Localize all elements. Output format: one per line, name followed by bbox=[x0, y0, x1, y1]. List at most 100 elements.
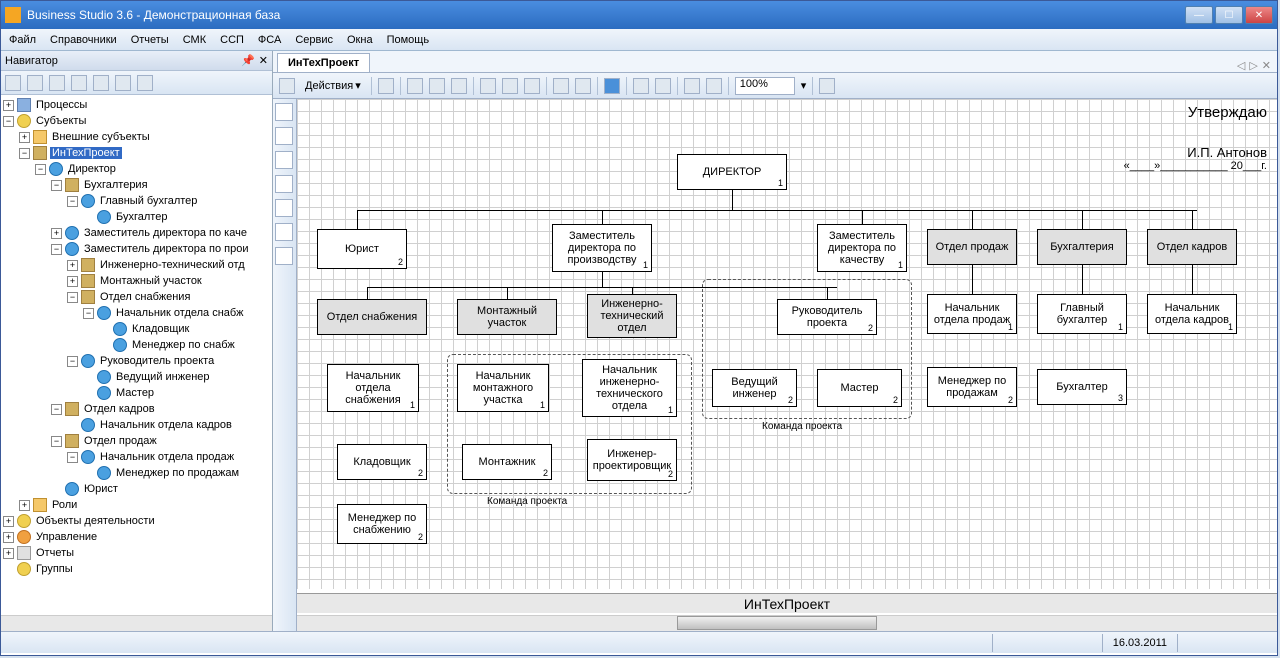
tree-director[interactable]: −Директор bbox=[1, 161, 272, 177]
tb-6[interactable] bbox=[480, 78, 496, 94]
box-acc[interactable]: Бухгалтер3 bbox=[1037, 369, 1127, 405]
side-tool-2[interactable] bbox=[275, 127, 293, 145]
tb-3[interactable] bbox=[407, 78, 423, 94]
tree-chief-acc[interactable]: −Главный бухгалтер bbox=[1, 193, 272, 209]
tb-13[interactable] bbox=[655, 78, 671, 94]
side-tool-5[interactable] bbox=[275, 199, 293, 217]
tree-intex[interactable]: −ИнТехПроект bbox=[1, 145, 272, 161]
nav-tool-5[interactable] bbox=[93, 75, 109, 91]
minimize-button[interactable]: — bbox=[1185, 6, 1213, 24]
tree-storekeeper[interactable]: Кладовщик bbox=[1, 321, 272, 337]
tb-10[interactable] bbox=[575, 78, 591, 94]
side-tool-3[interactable] bbox=[275, 151, 293, 169]
tree-master[interactable]: Мастер bbox=[1, 385, 272, 401]
tb-12[interactable] bbox=[633, 78, 649, 94]
menu-ssp[interactable]: ССП bbox=[220, 34, 244, 46]
tree-supply-chief[interactable]: −Начальник отдела снабж bbox=[1, 305, 272, 321]
tree-deputy-prod[interactable]: −Заместитель директора по прои bbox=[1, 241, 272, 257]
box-lawyer[interactable]: Юрист2 bbox=[317, 229, 407, 269]
menu-reports[interactable]: Отчеты bbox=[131, 34, 169, 46]
tree-supply-mgr[interactable]: Менеджер по снабж bbox=[1, 337, 272, 353]
tree-assembly[interactable]: +Монтажный участок bbox=[1, 273, 272, 289]
box-storekeeper[interactable]: Кладовщик2 bbox=[337, 444, 427, 480]
tb-17[interactable] bbox=[819, 78, 835, 94]
menu-help[interactable]: Помощь bbox=[387, 34, 430, 46]
side-tool-4[interactable] bbox=[275, 175, 293, 193]
tree-sales-mgr[interactable]: Менеджер по продажам bbox=[1, 465, 272, 481]
tree-lead-eng[interactable]: Ведущий инженер bbox=[1, 369, 272, 385]
zoom-input[interactable]: 100% bbox=[735, 77, 795, 95]
tree-sales[interactable]: −Отдел продаж bbox=[1, 433, 272, 449]
edit-icon[interactable] bbox=[279, 78, 295, 94]
tb-7[interactable] bbox=[502, 78, 518, 94]
tb-4[interactable] bbox=[429, 78, 445, 94]
save-icon[interactable] bbox=[604, 78, 620, 94]
menu-fsa[interactable]: ФСА bbox=[258, 34, 281, 46]
tree-reports[interactable]: +Отчеты bbox=[1, 545, 272, 561]
box-supply[interactable]: Отдел снабжения bbox=[317, 299, 427, 335]
tab-next-icon[interactable]: ▷ bbox=[1249, 59, 1257, 72]
box-eng[interactable]: Инженерно-технический отдел bbox=[587, 294, 677, 338]
tree-roles[interactable]: +Роли bbox=[1, 497, 272, 513]
box-supply-chief[interactable]: Начальник отдела снабжения1 bbox=[327, 364, 419, 412]
tb-2[interactable] bbox=[378, 78, 394, 94]
panel-close-icon[interactable]: ✕ bbox=[259, 54, 268, 67]
menu-service[interactable]: Сервис bbox=[295, 34, 333, 46]
tb-15[interactable] bbox=[706, 78, 722, 94]
tab-close-icon[interactable]: ✕ bbox=[1262, 59, 1271, 72]
box-assembly[interactable]: Монтажный участок bbox=[457, 299, 557, 335]
box-hr-chief[interactable]: Начальник отдела кадров1 bbox=[1147, 294, 1237, 334]
tree-hr[interactable]: −Отдел кадров bbox=[1, 401, 272, 417]
side-tool-7[interactable] bbox=[275, 247, 293, 265]
nav-tool-6[interactable] bbox=[115, 75, 131, 91]
tree-acc[interactable]: Бухгалтер bbox=[1, 209, 272, 225]
nav-tool-4[interactable] bbox=[71, 75, 87, 91]
close-button[interactable]: ✕ bbox=[1245, 6, 1273, 24]
tree-hr-chief[interactable]: Начальник отдела кадров bbox=[1, 417, 272, 433]
tb-14[interactable] bbox=[684, 78, 700, 94]
box-accounting[interactable]: Бухгалтерия bbox=[1037, 229, 1127, 265]
tree-objects[interactable]: +Объекты деятельности bbox=[1, 513, 272, 529]
menu-smk[interactable]: СМК bbox=[183, 34, 206, 46]
box-sales-chief[interactable]: Начальник отдела продаж1 bbox=[927, 294, 1017, 334]
box-director[interactable]: ДИРЕКТОР1 bbox=[677, 154, 787, 190]
tree-lawyer[interactable]: Юрист bbox=[1, 481, 272, 497]
tb-5[interactable] bbox=[451, 78, 467, 94]
nav-tool-2[interactable] bbox=[27, 75, 43, 91]
tree-subjects[interactable]: −Субъекты bbox=[1, 113, 272, 129]
nav-scrollbar[interactable] bbox=[1, 615, 272, 631]
tree-groups[interactable]: Группы bbox=[1, 561, 272, 577]
tab-prev-icon[interactable]: ◁ bbox=[1237, 59, 1245, 72]
tb-8[interactable] bbox=[524, 78, 540, 94]
tree-processes[interactable]: +Процессы bbox=[1, 97, 272, 113]
menu-ref[interactable]: Справочники bbox=[50, 34, 117, 46]
tab-intex[interactable]: ИнТехПроект bbox=[277, 53, 370, 72]
box-chief-acc[interactable]: Главный бухгалтер1 bbox=[1037, 294, 1127, 334]
nav-tool-7[interactable] bbox=[137, 75, 153, 91]
menu-windows[interactable]: Окна bbox=[347, 34, 373, 46]
tree-external[interactable]: +Внешние субъекты bbox=[1, 129, 272, 145]
tree-supply[interactable]: −Отдел снабжения bbox=[1, 289, 272, 305]
maximize-button[interactable]: ☐ bbox=[1215, 6, 1243, 24]
titlebar[interactable]: Business Studio 3.6 - Демонстрационная б… bbox=[1, 1, 1277, 29]
box-supply-mgr[interactable]: Менеджер по снабжению2 bbox=[337, 504, 427, 544]
canvas-scrollbar[interactable] bbox=[297, 615, 1277, 631]
filter-icon[interactable] bbox=[49, 75, 65, 91]
tree-accounting[interactable]: −Бухгалтерия bbox=[1, 177, 272, 193]
box-sales-mgr[interactable]: Менеджер по продажам2 bbox=[927, 367, 1017, 407]
pin-icon[interactable]: 📌 bbox=[241, 54, 255, 67]
box-deputy-qual[interactable]: Заместитель директора по качеству1 bbox=[817, 224, 907, 272]
tb-9[interactable] bbox=[553, 78, 569, 94]
tree-management[interactable]: +Управление bbox=[1, 529, 272, 545]
menu-file[interactable]: Файл bbox=[9, 34, 36, 46]
box-deputy-prod[interactable]: Заместитель директора по производству1 bbox=[552, 224, 652, 272]
side-tool-1[interactable] bbox=[275, 103, 293, 121]
actions-button[interactable]: Действия ▾ bbox=[301, 77, 365, 94]
box-sales[interactable]: Отдел продаж bbox=[927, 229, 1017, 265]
box-hr[interactable]: Отдел кадров bbox=[1147, 229, 1237, 265]
tree-proj-lead[interactable]: −Руководитель проекта bbox=[1, 353, 272, 369]
side-tool-6[interactable] bbox=[275, 223, 293, 241]
nav-tool-1[interactable] bbox=[5, 75, 21, 91]
tree-sales-chief[interactable]: −Начальник отдела продаж bbox=[1, 449, 272, 465]
zoom-dropdown-icon[interactable]: ▾ bbox=[801, 79, 807, 92]
